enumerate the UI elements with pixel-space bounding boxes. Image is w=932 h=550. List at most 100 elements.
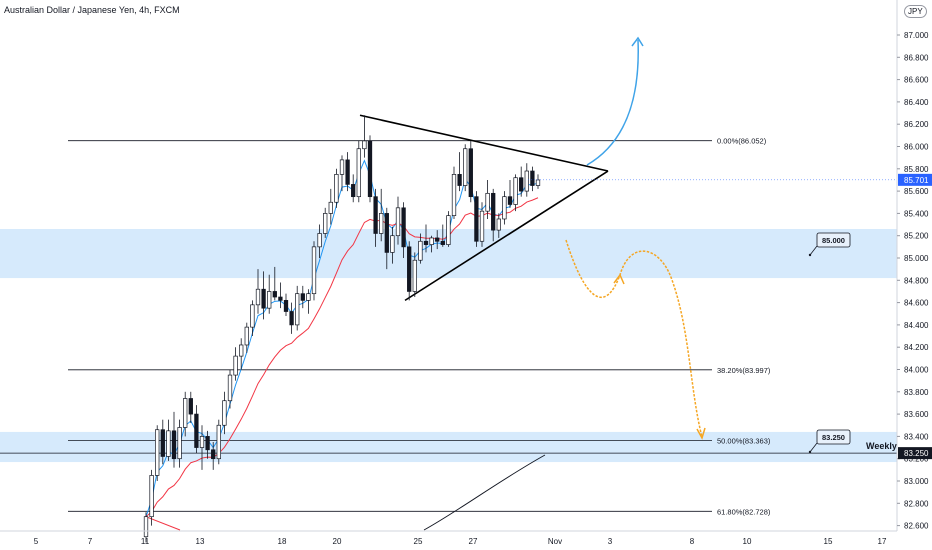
candle-body: [513, 177, 518, 205]
x-tick-label: 11: [141, 537, 150, 546]
candle-body: [418, 240, 423, 261]
x-tick-label: 20: [333, 537, 342, 546]
y-tick-label: 85.600: [904, 187, 929, 196]
candle-body: [177, 427, 182, 460]
candle-body: [362, 140, 367, 150]
y-tick-label: 86.400: [904, 98, 929, 107]
candle-body: [367, 140, 373, 198]
callout-label: 83.250: [822, 433, 845, 442]
last-price-label: 85.701: [904, 176, 929, 185]
y-tick-label: 86.600: [904, 76, 929, 85]
weekly-price-badge: [898, 447, 932, 460]
candle-body: [463, 148, 468, 186]
candle-body: [244, 326, 249, 346]
candle-body: [373, 196, 378, 234]
candle-body: [183, 398, 188, 428]
candle-body: [194, 413, 199, 448]
candle-body: [468, 148, 473, 198]
candle-body: [267, 291, 272, 309]
fib-level-label: 38.20%(83.997): [717, 366, 771, 375]
y-tick-label: 83.800: [904, 388, 929, 397]
candle-body: [334, 174, 339, 203]
candle-body: [222, 400, 227, 426]
last-price-badge: [898, 173, 932, 186]
x-tick-label: 8: [690, 537, 695, 546]
callout-leader: [809, 245, 818, 256]
candle-body: [255, 288, 261, 306]
candle-body: [412, 259, 417, 292]
candle-body: [227, 374, 233, 402]
candle-body: [188, 398, 193, 415]
candle-body: [211, 449, 216, 460]
candle-body: [171, 430, 177, 460]
y-tick-label: 85.800: [904, 165, 929, 174]
candle-body: [379, 213, 384, 234]
y-tick-label: 84.600: [904, 299, 929, 308]
fib-level-label: 61.80%(82.728): [717, 507, 771, 516]
callout-box: [816, 232, 851, 248]
x-tick-label: 7: [88, 537, 93, 546]
callout-anchor: [808, 253, 812, 257]
candle-body: [311, 246, 317, 295]
bullish-arrow-head: [631, 36, 644, 47]
candle-body: [429, 237, 434, 245]
fib-level-label: 0.00%(86.052): [717, 137, 767, 146]
bearish-arrow-mid-head: [613, 273, 625, 285]
callout-anchor: [808, 450, 812, 454]
candle-body: [239, 344, 244, 357]
candle-body: [345, 159, 350, 185]
candle-body: [457, 174, 462, 186]
candle-body: [423, 240, 429, 245]
candle-body: [205, 436, 210, 451]
y-tick-label: 84.000: [904, 366, 929, 375]
bearish-arrow: [565, 239, 703, 438]
candle-body: [250, 304, 255, 328]
callout-box: [816, 429, 851, 445]
candle-body: [524, 170, 529, 192]
candle-body: [166, 430, 171, 457]
x-tick-label: 18: [278, 537, 287, 546]
candle-body: [496, 218, 501, 231]
candle-body: [395, 207, 401, 237]
y-tick-label: 85.400: [904, 209, 929, 218]
x-tick-label: 25: [414, 537, 423, 546]
x-tick-label: 3: [608, 537, 613, 546]
ema-fast-line: [145, 159, 539, 517]
candle-body: [485, 192, 490, 212]
currency-badge[interactable]: JPY: [904, 5, 927, 18]
support-resistance-zone: [0, 431, 897, 463]
candle-body: [149, 475, 154, 518]
candle-body: [451, 174, 457, 216]
candle-body: [356, 148, 361, 198]
candle-body: [272, 291, 277, 298]
candle-body: [435, 237, 440, 242]
candle-body: [155, 429, 160, 476]
candle-body: [339, 159, 345, 175]
y-tick-label: 82.800: [904, 499, 929, 508]
y-tick-label: 83.600: [904, 410, 929, 419]
trend-line: [423, 454, 546, 531]
candle-body: [278, 296, 283, 301]
candle-body: [295, 293, 300, 326]
x-tick-label: 27: [469, 537, 478, 546]
x-tick-label: 5: [34, 537, 39, 546]
candle-body: [216, 424, 221, 460]
y-tick-label: 85.200: [904, 232, 929, 241]
candle-body: [519, 177, 524, 192]
bearish-arrow-head: [696, 427, 706, 440]
candle-body: [233, 355, 238, 376]
candle-body: [474, 196, 479, 242]
candle-body: [491, 192, 496, 231]
y-tick-label: 84.400: [904, 321, 929, 330]
candle-body: [328, 201, 333, 214]
weekly-label: Weekly: [866, 441, 897, 451]
y-tick-label: 84.800: [904, 276, 929, 285]
y-tick-label: 86.800: [904, 53, 929, 62]
y-tick-label: 87.000: [904, 31, 929, 40]
y-tick-label: 83.200: [904, 455, 929, 464]
y-tick-label: 82.600: [904, 522, 929, 531]
callout-leader: [809, 442, 818, 453]
candle-body: [283, 300, 289, 312]
x-tick-label: Nov: [548, 537, 562, 546]
